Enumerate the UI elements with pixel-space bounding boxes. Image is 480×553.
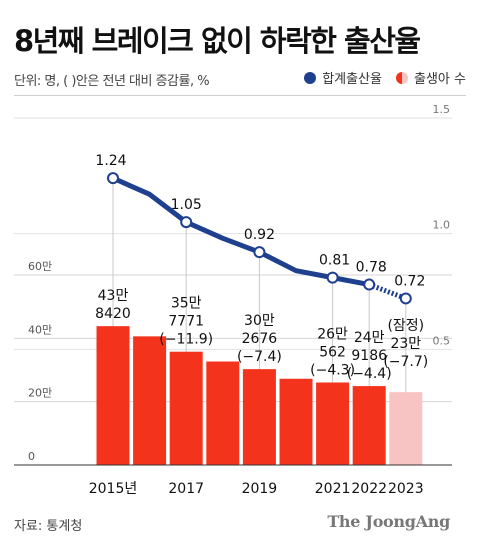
- bar: [279, 378, 313, 465]
- brand-logo: The JoongAng: [327, 512, 450, 531]
- bar-data-label: 43만: [98, 288, 129, 304]
- line-point: [326, 271, 339, 284]
- line-data-label: 1.05: [171, 197, 202, 213]
- bar-data-label: 23만: [390, 336, 421, 352]
- left-tick-label: 0: [28, 450, 35, 463]
- x-tick-label: 2017: [168, 481, 204, 497]
- line-point: [180, 216, 193, 229]
- line-point: [107, 172, 119, 185]
- bar-data-label: (−11.9): [159, 332, 213, 348]
- left-tick-label: 60만: [28, 260, 52, 273]
- line-data-label: 0.92: [244, 227, 275, 243]
- header-divider: [14, 95, 466, 96]
- legend-bar-label: 출생아 수: [414, 72, 466, 87]
- x-tick-label: 2015년: [89, 481, 138, 497]
- line-series-provisional: [368, 282, 407, 301]
- bar: [352, 386, 386, 465]
- x-tick-label: 2021: [315, 481, 351, 497]
- x-tick-label: 2019: [242, 481, 278, 497]
- chart-subtitle: 단위: 명, ( )안은 전년 대비 증감률, %: [14, 74, 210, 89]
- bar-data-label: (−4.4): [347, 366, 392, 382]
- bar-data-label: 24만: [354, 330, 385, 346]
- line-data-label: 0.81: [319, 253, 350, 269]
- source-note: 자료: 통계청: [14, 519, 83, 534]
- right-tick-label: 0.5: [433, 334, 451, 347]
- bar: [206, 361, 240, 465]
- legend-line-label: 합계출산율: [322, 72, 383, 87]
- line-data-label: 0.72: [394, 273, 425, 289]
- line-point: [253, 246, 266, 259]
- legend-line-marker: [304, 71, 317, 84]
- bar: [389, 392, 423, 465]
- bar: [316, 382, 350, 465]
- legend-item-line: 합계출산율: [304, 68, 382, 87]
- bar-data-label: 9186: [351, 348, 387, 364]
- left-tick-label: 40만: [28, 323, 52, 336]
- legend-bar-marker: [396, 71, 409, 84]
- right-tick-label: 1.5: [433, 103, 451, 116]
- x-tick-label: 2023: [388, 481, 424, 497]
- right-tick-label: 1.0: [433, 219, 451, 232]
- bar: [242, 369, 276, 465]
- bar-data-label: (−7.4): [237, 349, 282, 365]
- line-point: [363, 278, 376, 291]
- bar: [133, 336, 167, 465]
- line-data-label: 0.78: [356, 260, 387, 276]
- bar-data-label: (잠정): [387, 318, 424, 334]
- bar: [96, 326, 130, 465]
- x-tick-label: 2022: [351, 481, 387, 497]
- bar-data-label: 562: [319, 344, 346, 360]
- line-data-label: 1.24: [95, 153, 126, 169]
- bar-data-label: 35만: [171, 296, 202, 312]
- bar-data-label: 2676: [242, 331, 278, 347]
- bar-data-label: (−7.7): [383, 354, 428, 370]
- bar-data-label: (−4.3): [310, 362, 355, 378]
- legend-item-bar: 출생아 수: [396, 68, 466, 87]
- bar-data-label: 26만: [317, 326, 348, 342]
- bar-data-label: 8420: [95, 306, 131, 322]
- bar-data-label: 30만: [244, 313, 275, 329]
- bar: [169, 351, 203, 465]
- line-point: [399, 292, 412, 305]
- left-tick-label: 20만: [28, 387, 52, 400]
- legend: 합계출산율 출생아 수: [304, 68, 466, 87]
- line-series: [110, 175, 372, 288]
- bar-data-label: 7771: [168, 314, 204, 330]
- chart-title: 8년째 브레이크 없이 하락한 출산율: [14, 24, 421, 58]
